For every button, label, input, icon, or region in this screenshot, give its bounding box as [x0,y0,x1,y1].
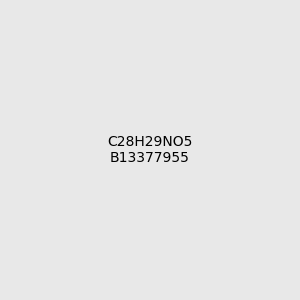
Text: C28H29NO5
B13377955: C28H29NO5 B13377955 [107,135,193,165]
